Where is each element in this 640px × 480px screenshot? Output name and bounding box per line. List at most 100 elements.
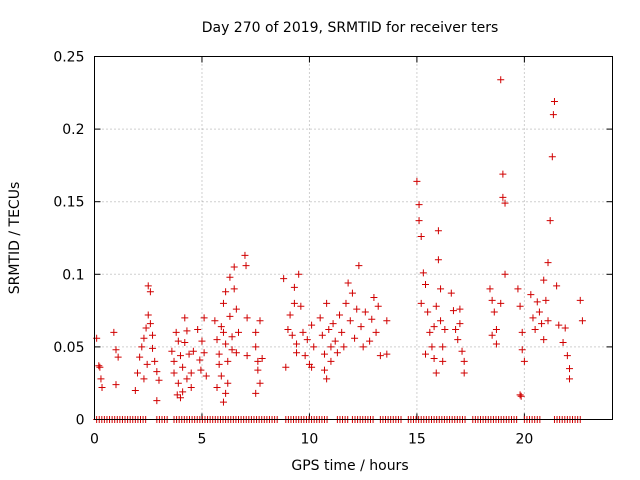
data-point [200,314,208,322]
data-point [252,328,260,336]
data-point [540,276,548,284]
data-point [217,372,225,380]
data-point [516,391,524,399]
data-point [219,398,227,406]
data-point [563,352,571,360]
data-point [174,379,182,387]
data-point [183,327,191,335]
data-point [222,340,230,348]
y-tick-label: 0.25 [53,50,84,66]
gridlines [94,56,613,420]
data-point [219,328,227,336]
data-point [198,337,206,345]
plot-frame [94,56,613,420]
data-point [290,299,298,307]
data-point [372,328,380,336]
x-tick-label: 20 [515,432,533,448]
data-point [138,343,146,351]
data-point [176,394,184,402]
data-point [566,365,574,373]
data-point [518,346,526,354]
data-point [516,302,524,310]
data-point [181,339,189,347]
data-point [383,317,391,325]
data-point [318,331,326,339]
data-point [183,375,191,383]
data-point [490,308,498,316]
data-point [254,357,262,365]
data-point [288,331,296,339]
x-tick-label: 10 [301,432,319,448]
data-point [454,336,462,344]
data-point [131,386,139,394]
data-point [170,369,178,377]
x-axis-ticks: 0 5 10 15 20 [90,56,533,448]
data-point [228,346,236,354]
data-point [280,275,288,283]
data-point [325,325,333,333]
data-point [142,324,150,332]
data-point [520,357,528,365]
data-point [413,177,421,185]
data-point [256,317,264,325]
data-point [136,353,144,361]
x-tick-label: 5 [198,432,207,448]
data-point [501,270,509,278]
data-point [196,356,204,364]
data-point [98,384,106,392]
data-point [346,317,354,325]
data-point [179,388,187,396]
data-point [256,379,264,387]
data-point [458,347,466,355]
data-point [434,227,442,235]
data-point [293,349,301,357]
data-point [320,350,328,358]
data-point [456,305,464,313]
data-point [432,302,440,310]
data-point [293,340,301,348]
data-point [546,217,554,225]
data-point [243,314,251,322]
data-point [342,299,350,307]
data-point [112,346,120,354]
data-point [430,355,438,363]
data-point [544,317,552,325]
y-tick-label: 0.1 [62,267,84,283]
data-point [460,369,468,377]
data-point [422,350,430,358]
data-point [488,331,496,339]
data-point [308,321,316,329]
data-point [538,320,546,328]
data-point [441,325,449,333]
data-point [211,317,219,325]
data-point [185,350,193,358]
data-point [355,262,363,270]
data-point [422,280,430,288]
data-point [415,217,423,225]
data-point [486,285,494,293]
data-point [290,283,298,291]
data-point [241,251,249,259]
data-point [226,312,234,320]
data-point [213,336,221,344]
data-point [143,360,151,368]
data-point [232,305,240,313]
data-point [336,311,344,319]
data-point [323,299,331,307]
data-point [235,328,243,336]
data-point [155,376,163,384]
data-point [501,199,509,207]
data-point [173,391,181,399]
data-point [228,333,236,341]
data-point [497,76,505,84]
data-point [295,270,303,278]
data-point [361,308,369,316]
data-point [146,288,154,296]
data-point [149,331,157,339]
data-point [219,299,227,307]
x-tick-label: 15 [408,432,426,448]
data-point [348,289,356,297]
data-point [333,349,341,357]
data-point [252,343,260,351]
